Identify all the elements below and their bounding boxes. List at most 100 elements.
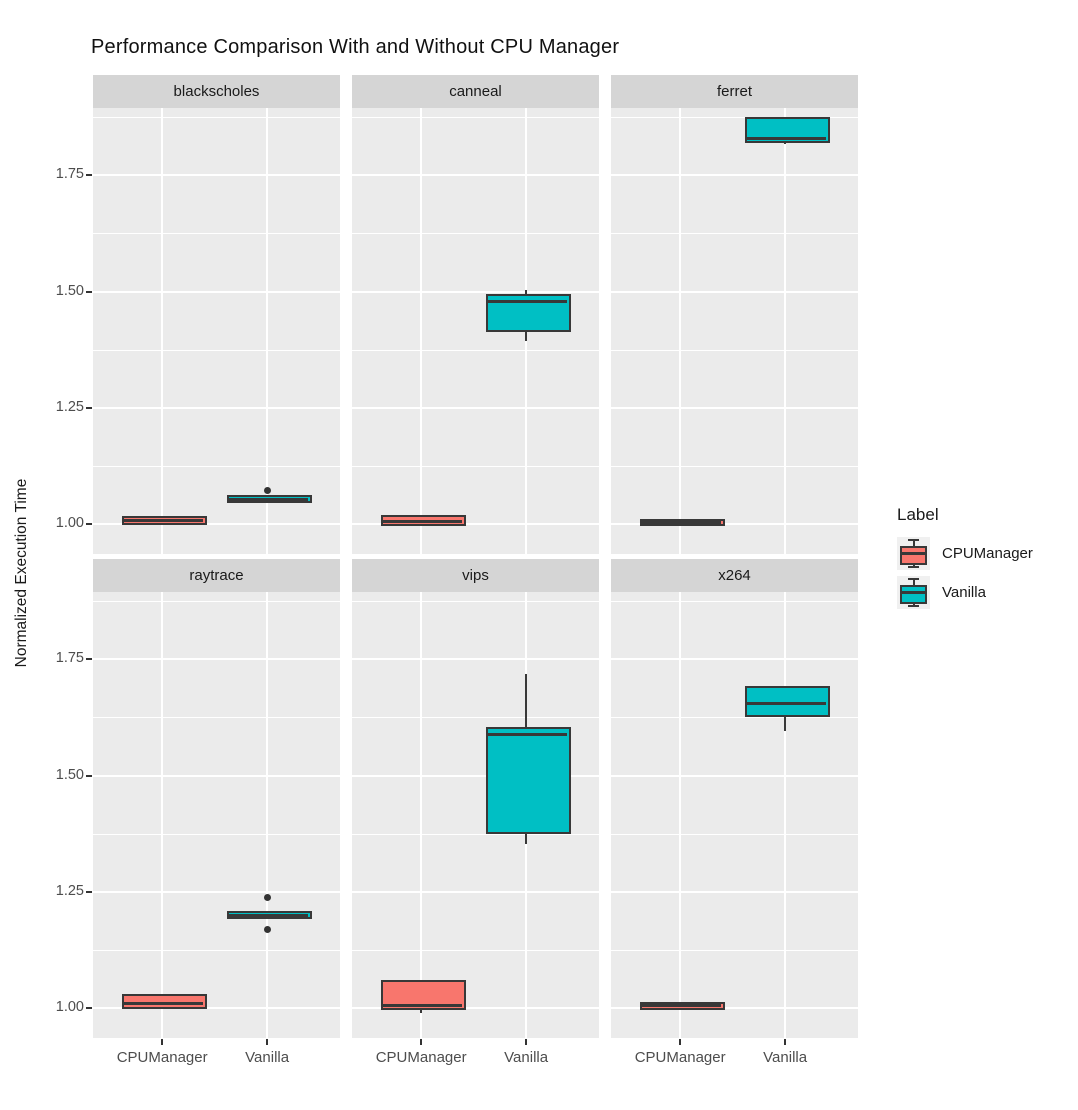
- outlier-point: [263, 926, 271, 934]
- facet-strip-label: x264: [718, 567, 751, 584]
- boxplot-median: [380, 1003, 462, 1007]
- legend-entry-label: CPUManager: [942, 545, 1033, 562]
- y-tick-mark: [86, 890, 92, 893]
- legend-key-median: [900, 552, 927, 555]
- gridline-minor-y: [352, 117, 599, 119]
- legend-key-box: [900, 546, 927, 565]
- gridline-major-y: [93, 174, 340, 177]
- gridline-major-y: [93, 522, 340, 525]
- gridline-major-y: [611, 658, 858, 661]
- x-tick-mark: [266, 1039, 269, 1045]
- gridline-minor-y: [611, 601, 858, 603]
- gridline-minor-y: [352, 717, 599, 719]
- legend-entry-vanilla: Vanilla: [897, 576, 1033, 609]
- gridline-minor-y: [352, 833, 599, 835]
- x-tick-label: Vanilla: [504, 1049, 549, 1066]
- gridline-major-y: [611, 774, 858, 777]
- boxplot-median: [744, 701, 826, 705]
- y-tick-label: 1.75: [55, 650, 84, 667]
- facet-strip-raytrace: raytrace: [93, 559, 340, 592]
- facet-panel-raytrace: [93, 592, 340, 1038]
- legend-key-whisker-cap-bottom: [908, 566, 919, 568]
- gridline-major-y: [352, 1006, 599, 1009]
- gridline-major-y: [93, 406, 340, 409]
- gridline-minor-y: [93, 117, 340, 119]
- boxplot-median: [226, 913, 308, 917]
- gridline-major-y: [352, 774, 599, 777]
- y-tick-label: 1.00: [55, 998, 84, 1015]
- y-tick-mark: [86, 1006, 92, 1009]
- x-tick-mark: [679, 1039, 682, 1045]
- facet-strip-label: vips: [462, 567, 489, 584]
- x-tick-mark: [525, 1039, 528, 1045]
- facet-panel-x264: [611, 592, 858, 1038]
- x-tick-mark: [420, 1039, 423, 1045]
- boxplot-median: [121, 1001, 203, 1005]
- gridline-major-y: [352, 658, 599, 661]
- gridline-minor-y: [352, 949, 599, 951]
- boxplot-median: [485, 300, 567, 304]
- x-tick-mark: [161, 1039, 164, 1045]
- facet-strip-canneal: canneal: [352, 75, 599, 108]
- gridline-major-y: [93, 774, 340, 777]
- legend-key-boxplot-icon: [897, 576, 930, 609]
- gridline-major-y: [93, 658, 340, 661]
- boxplot-median: [639, 1004, 721, 1008]
- facet-strip-label: ferret: [716, 83, 752, 100]
- legend-entry-label: Vanilla: [942, 584, 986, 601]
- gridline-major-y: [611, 1006, 858, 1009]
- gridline-minor-y: [93, 717, 340, 719]
- gridline-major-y: [352, 174, 599, 177]
- gridline-minor-y: [352, 233, 599, 235]
- gridline-major-y: [352, 290, 599, 293]
- legend-key-median: [900, 591, 927, 594]
- facet-panel-ferret: [611, 108, 858, 554]
- x-tick-label: Vanilla: [763, 1049, 808, 1066]
- legend-key-whisker-cap-top: [908, 539, 919, 541]
- gridline-major-x: [420, 592, 423, 1038]
- y-axis-title: Normalized Execution Time: [13, 478, 30, 668]
- y-tick-mark: [86, 522, 92, 525]
- legend-key-whisker-cap-top: [908, 578, 919, 580]
- gridline-major-y: [611, 290, 858, 293]
- gridline-major-y: [611, 406, 858, 409]
- legend-key-box: [900, 585, 927, 604]
- facet-strip-vips: vips: [352, 559, 599, 592]
- boxplot-median: [485, 733, 567, 737]
- x-tick-label: CPUManager: [116, 1049, 208, 1066]
- gridline-minor-y: [352, 601, 599, 603]
- x-tick-label: Vanilla: [245, 1049, 290, 1066]
- legend: Label CPUManager Vanilla: [897, 505, 1033, 615]
- gridline-major-y: [611, 174, 858, 177]
- gridline-minor-y: [611, 717, 858, 719]
- gridline-major-x: [784, 108, 787, 554]
- gridline-minor-y: [611, 833, 858, 835]
- chart-title: Performance Comparison With and Without …: [91, 36, 620, 58]
- outlier-point: [263, 486, 271, 494]
- x-tick-label: CPUManager: [375, 1049, 467, 1066]
- y-tick-mark: [86, 174, 92, 177]
- gridline-minor-y: [93, 949, 340, 951]
- legend-key-whisker-cap-bottom: [908, 605, 919, 607]
- boxplot-box: [485, 727, 571, 835]
- gridline-major-y: [611, 522, 858, 525]
- facet-strip-label: canneal: [449, 83, 502, 100]
- legend-key-boxplot-icon: [897, 537, 930, 570]
- gridline-minor-y: [611, 349, 858, 351]
- legend-title: Label: [897, 505, 939, 524]
- gridline-major-x: [784, 592, 787, 1038]
- facet-panel-vips: [352, 592, 599, 1038]
- boxplot-median: [744, 137, 826, 141]
- gridline-minor-y: [611, 949, 858, 951]
- x-tick-label: CPUManager: [634, 1049, 726, 1066]
- gridline-major-y: [352, 890, 599, 893]
- x-tick-mark: [784, 1039, 787, 1045]
- gridline-major-y: [352, 522, 599, 525]
- legend-entry-cpumanager: CPUManager: [897, 537, 1033, 570]
- gridline-major-x: [161, 592, 164, 1038]
- gridline-minor-y: [93, 465, 340, 467]
- gridline-major-x: [266, 592, 269, 1038]
- facet-panel-blackscholes: [93, 108, 340, 554]
- boxplot-median: [639, 520, 721, 524]
